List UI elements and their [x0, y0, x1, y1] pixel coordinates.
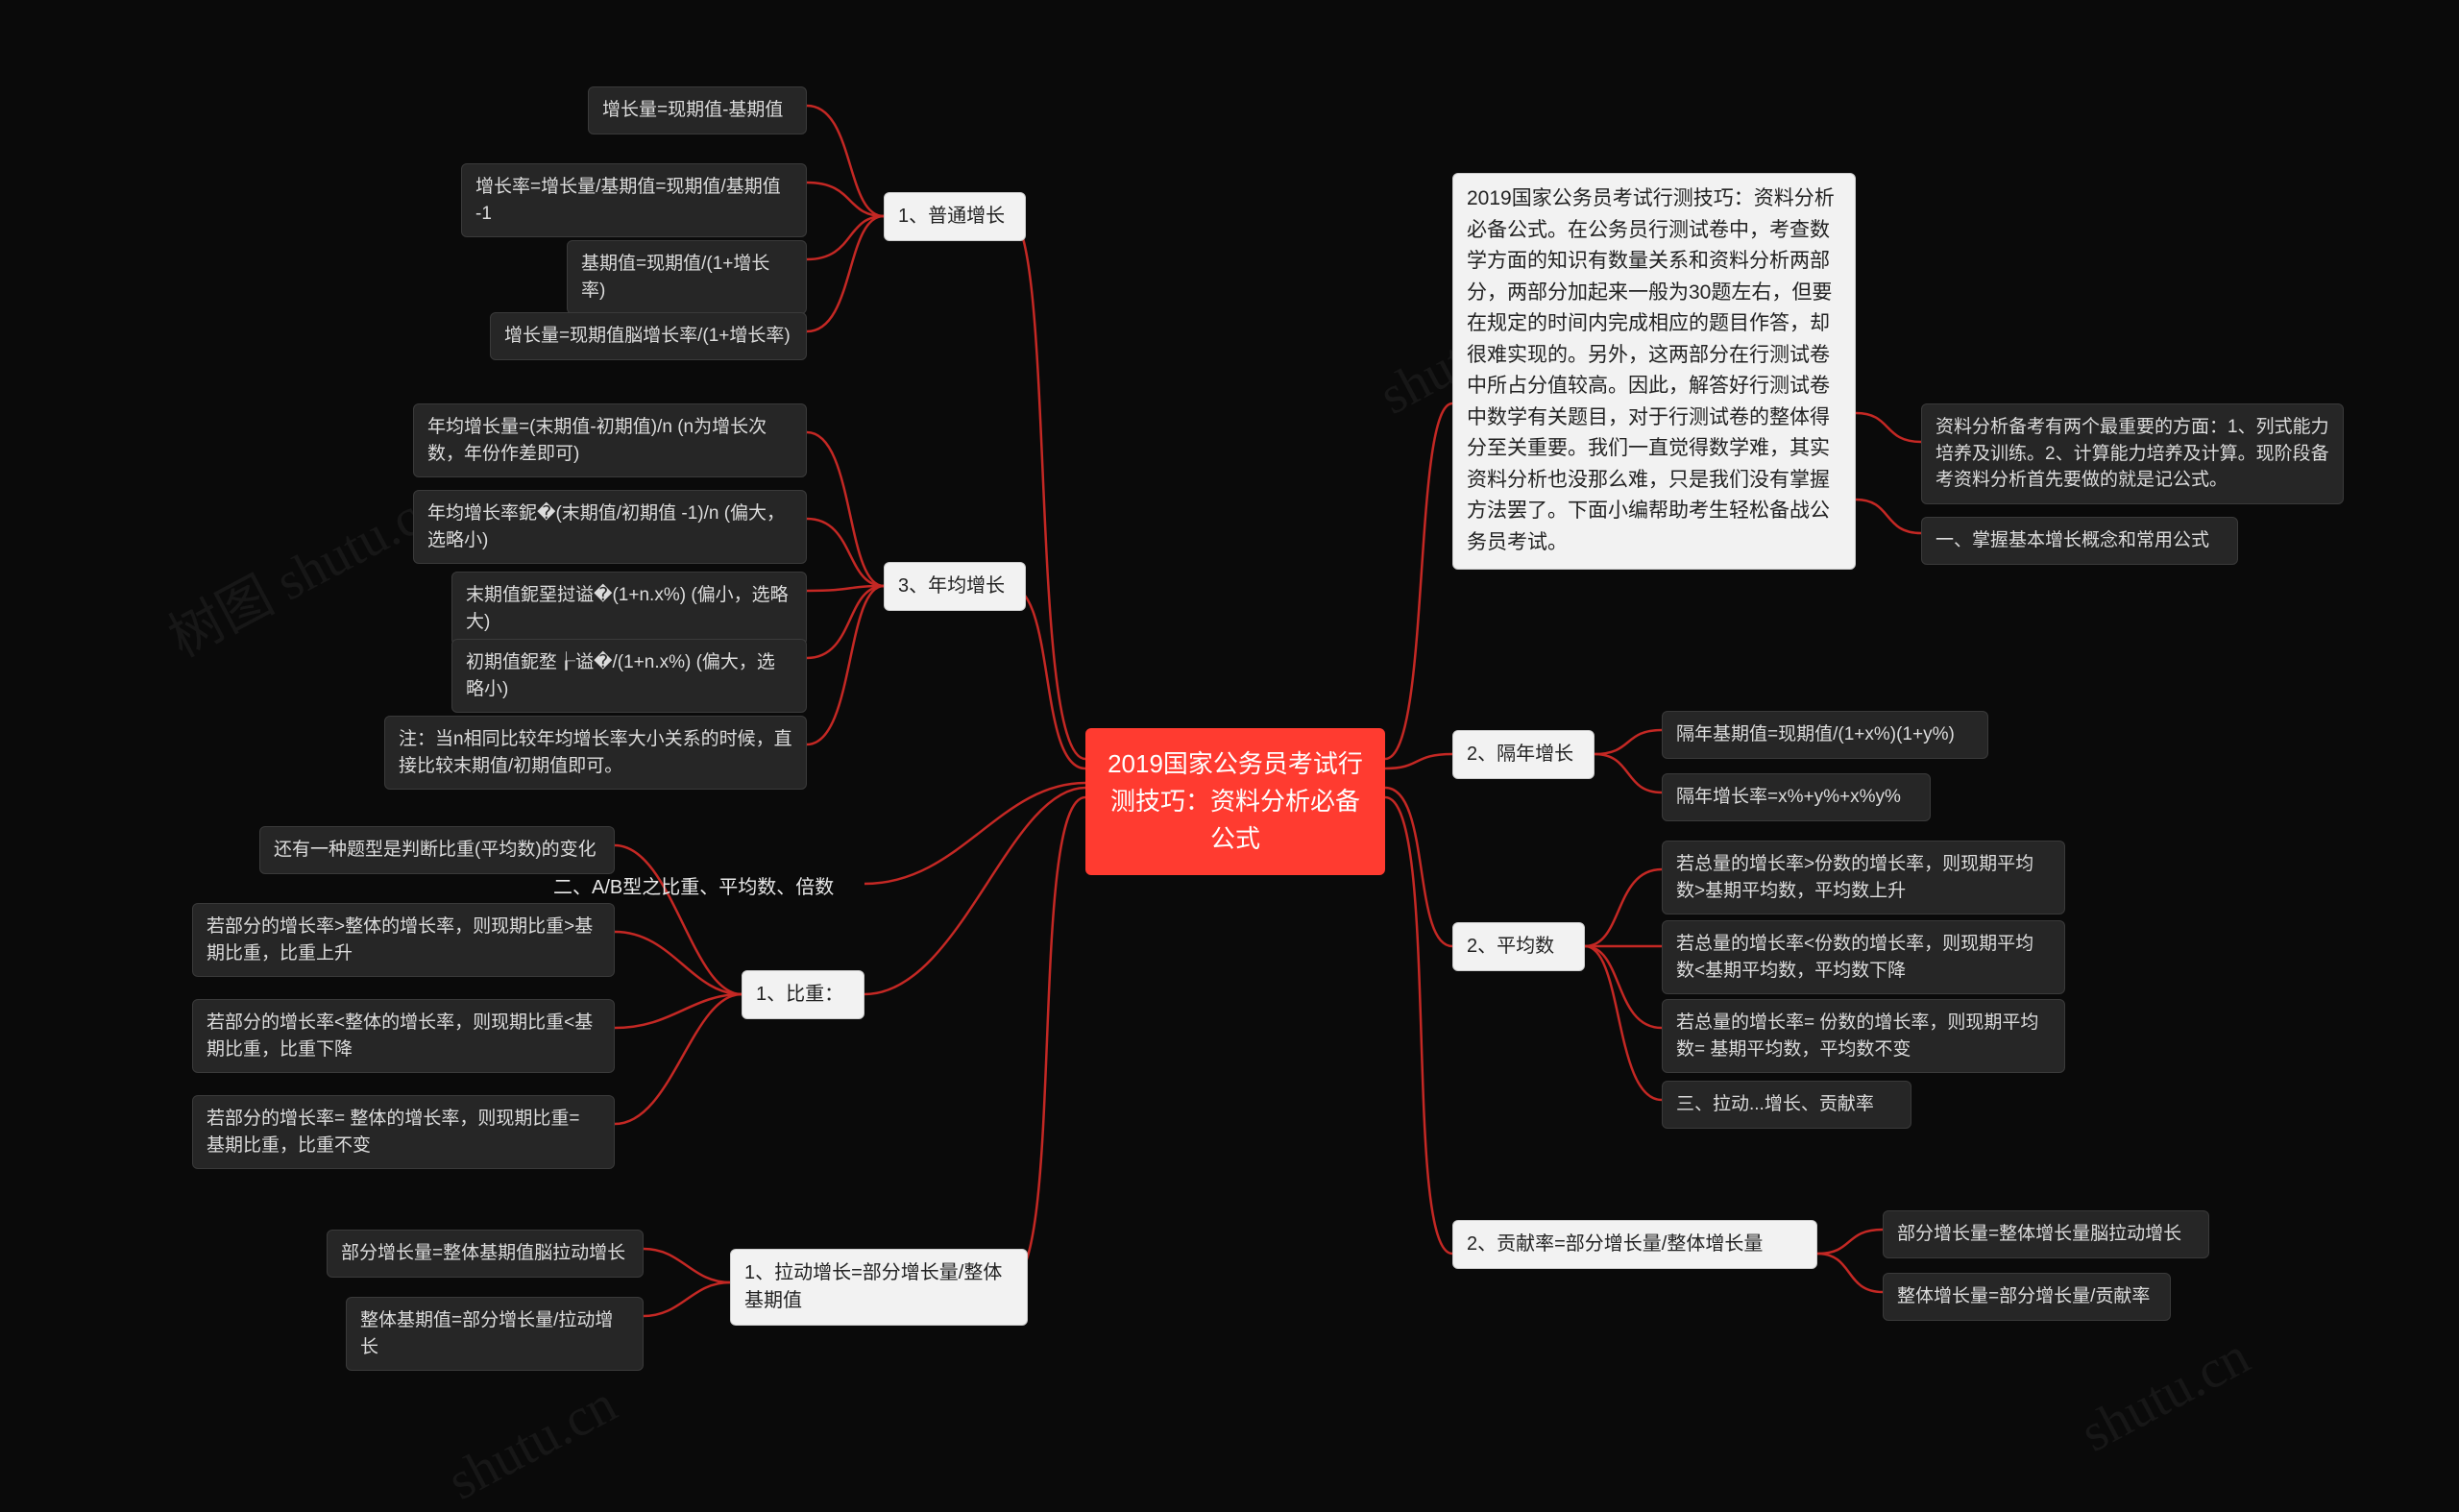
- leaf-label: 一、掌握基本增长概念和常用公式: [1936, 530, 2209, 550]
- branch-label: 1、比重：: [756, 984, 843, 1005]
- leaf-b5-0[interactable]: 还有一种题型是判断比重(平均数)的变化: [259, 826, 615, 874]
- leaf-label: 整体基期值=部分增长量/拉动增长: [360, 1310, 613, 1357]
- leaf-label: 注：当n相同比较年均增长率大小关系的时候，直接比较末期值/初期值即可。: [399, 729, 792, 776]
- leaf-label: 部分增长量=整体增长量脳拉动增长: [1897, 1224, 2181, 1244]
- leaf-label: 年均增长量=(末期值-初期值)/n (n为增长次数，年份作差即可): [427, 417, 767, 464]
- leaf-b3-2[interactable]: 末期值鈮堊挝谥�(1+n.x%) (偏小，选略大): [451, 572, 807, 646]
- leaf-label: 初期值鈮堥┟谥�/(1+n.x%) (偏大，选略小): [466, 652, 775, 699]
- branch-label: 1、普通增长: [898, 206, 1005, 227]
- leaf-b3-1[interactable]: 年均增长率鈮�(末期值/初期值 -1)/n (偏大，选略小): [413, 490, 807, 564]
- leaf-b7-0[interactable]: 部分增长量=整体基期值脳拉动增长: [327, 1230, 644, 1278]
- leaf-label: 隔年增长率=x%+y%+x%y%: [1676, 787, 1901, 807]
- leaf-b6-1[interactable]: 若总量的增长率<份数的增长率，则现期平均数<基期平均数，平均数下降: [1662, 920, 2065, 994]
- branch-b2[interactable]: 2、隔年增长: [1452, 730, 1595, 779]
- leaf-label: 若总量的增长率= 份数的增长率，则现期平均数= 基期平均数，平均数不变: [1676, 1012, 2038, 1060]
- leaf-b5-2[interactable]: 若部分的增长率<整体的增长率，则现期比重<基期比重，比重下降: [192, 999, 615, 1073]
- watermark: shutu.cn: [438, 1374, 626, 1512]
- leaf-label: 增长量=现期值脳增长率/(1+增长率): [504, 326, 791, 346]
- branch-label: 2、平均数: [1467, 936, 1554, 957]
- mindmap-canvas: 树图 shutu.cn shutu.cn shutu.cn shutu.cn: [0, 0, 2459, 1473]
- leaf-b3-4[interactable]: 注：当n相同比较年均增长率大小关系的时候，直接比较末期值/初期值即可。: [384, 716, 807, 790]
- leaf-b1-0[interactable]: 增长量=现期值-基期值: [588, 86, 807, 134]
- leaf-label: 增长率=增长量/基期值=现期值/基期值 -1: [475, 177, 781, 224]
- watermark: 树图 shutu.cn: [153, 462, 455, 672]
- leaf-b1-2[interactable]: 基期值=现期值/(1+增长率): [567, 240, 807, 314]
- leaf-b1-3[interactable]: 增长量=现期值脳增长率/(1+增长率): [490, 312, 807, 360]
- leaf-b5-3[interactable]: 若部分的增长率= 整体的增长率，则现期比重= 基期比重，比重不变: [192, 1095, 615, 1169]
- leaf-label: 末期值鈮堊挝谥�(1+n.x%) (偏小，选略大): [466, 585, 789, 632]
- branch-label: 1、拉动增长=部分增长量/整体基期值: [744, 1262, 1002, 1311]
- leaf-b7-1[interactable]: 整体基期值=部分增长量/拉动增长: [346, 1297, 644, 1371]
- leaf-b5-1[interactable]: 若部分的增长率>整体的增长率，则现期比重>基期比重，比重上升: [192, 903, 615, 977]
- branch-label: 3、年均增长: [898, 575, 1005, 597]
- branch-b8[interactable]: 2、贡献率=部分增长量/整体增长量: [1452, 1220, 1817, 1269]
- leaf-b6-0[interactable]: 若总量的增长率>份数的增长率，则现期平均数>基期平均数，平均数上升: [1662, 841, 2065, 915]
- leaf-label: 整体增长量=部分增长量/贡献率: [1897, 1286, 2150, 1306]
- branch-b7[interactable]: 1、拉动增长=部分增长量/整体基期值: [730, 1249, 1028, 1326]
- branch-b3[interactable]: 3、年均增长: [884, 562, 1026, 611]
- leaf-label: 资料分析备考有两个最重要的方面：1、列式能力培养及训练。2、计算能力培养及计算。…: [1936, 417, 2329, 490]
- leaf-b2-0[interactable]: 隔年基期值=现期值/(1+x%)(1+y%): [1662, 711, 1988, 759]
- intro-text: 2019国家公务员考试行测技巧：资料分析必备公式。在公务员行测试卷中，考查数学方…: [1467, 187, 1835, 553]
- root-label: 2019国家公务员考试行测技巧：资料分析必备公式: [1108, 749, 1363, 853]
- watermark: shutu.cn: [2071, 1326, 2259, 1465]
- branch-b5[interactable]: 1、比重：: [742, 970, 864, 1019]
- leaf-label: 隔年基期值=现期值/(1+x%)(1+y%): [1676, 724, 1955, 744]
- branch-label: 2、贡献率=部分增长量/整体增长量: [1467, 1233, 1763, 1255]
- leaf-label: 若总量的增长率<份数的增长率，则现期平均数<基期平均数，平均数下降: [1676, 934, 2033, 981]
- leaf-label: 若部分的增长率= 整体的增长率，则现期比重= 基期比重，比重不变: [207, 1109, 579, 1156]
- leaf-label: 三、拉动...增长、贡献率: [1676, 1094, 1874, 1114]
- leaf-b8-0[interactable]: 部分增长量=整体增长量脳拉动增长: [1883, 1210, 2209, 1258]
- branch-b1[interactable]: 1、普通增长: [884, 192, 1026, 241]
- leaf-b3-3[interactable]: 初期值鈮堥┟谥�/(1+n.x%) (偏大，选略小): [451, 639, 807, 713]
- leaf-b6-3[interactable]: 三、拉动...增长、贡献率: [1662, 1081, 1911, 1129]
- leaf-b3-0[interactable]: 年均增长量=(末期值-初期值)/n (n为增长次数，年份作差即可): [413, 403, 807, 477]
- leaf-label: 基期值=现期值/(1+增长率): [581, 254, 769, 301]
- leaf-label: 若总量的增长率>份数的增长率，则现期平均数>基期平均数，平均数上升: [1676, 854, 2033, 901]
- branch-label: 二、A/B型之比重、平均数、倍数: [553, 877, 834, 898]
- leaf-label: 若部分的增长率>整体的增长率，则现期比重>基期比重，比重上升: [207, 916, 593, 963]
- root-node[interactable]: 2019国家公务员考试行测技巧：资料分析必备公式: [1085, 728, 1385, 875]
- leaf-label: 还有一种题型是判断比重(平均数)的变化: [274, 840, 596, 860]
- intro-node[interactable]: 2019国家公务员考试行测技巧：资料分析必备公式。在公务员行测试卷中，考查数学方…: [1452, 173, 1856, 570]
- leaf-label: 增长量=现期值-基期值: [602, 100, 783, 120]
- intro-child-0[interactable]: 资料分析备考有两个最重要的方面：1、列式能力培养及训练。2、计算能力培养及计算。…: [1921, 403, 2344, 504]
- branch-label: 2、隔年增长: [1467, 744, 1573, 765]
- leaf-label: 若部分的增长率<整体的增长率，则现期比重<基期比重，比重下降: [207, 1012, 593, 1060]
- leaf-b1-1[interactable]: 增长率=增长量/基期值=现期值/基期值 -1: [461, 163, 807, 237]
- leaf-label: 年均增长率鈮�(末期值/初期值 -1)/n (偏大，选略小): [427, 503, 785, 550]
- leaf-b6-2[interactable]: 若总量的增长率= 份数的增长率，则现期平均数= 基期平均数，平均数不变: [1662, 999, 2065, 1073]
- leaf-b2-1[interactable]: 隔年增长率=x%+y%+x%y%: [1662, 773, 1931, 821]
- leaf-label: 部分增长量=整体基期值脳拉动增长: [341, 1243, 625, 1263]
- intro-child-1[interactable]: 一、掌握基本增长概念和常用公式: [1921, 517, 2238, 565]
- branch-b6[interactable]: 2、平均数: [1452, 922, 1585, 971]
- leaf-b8-1[interactable]: 整体增长量=部分增长量/贡献率: [1883, 1273, 2171, 1321]
